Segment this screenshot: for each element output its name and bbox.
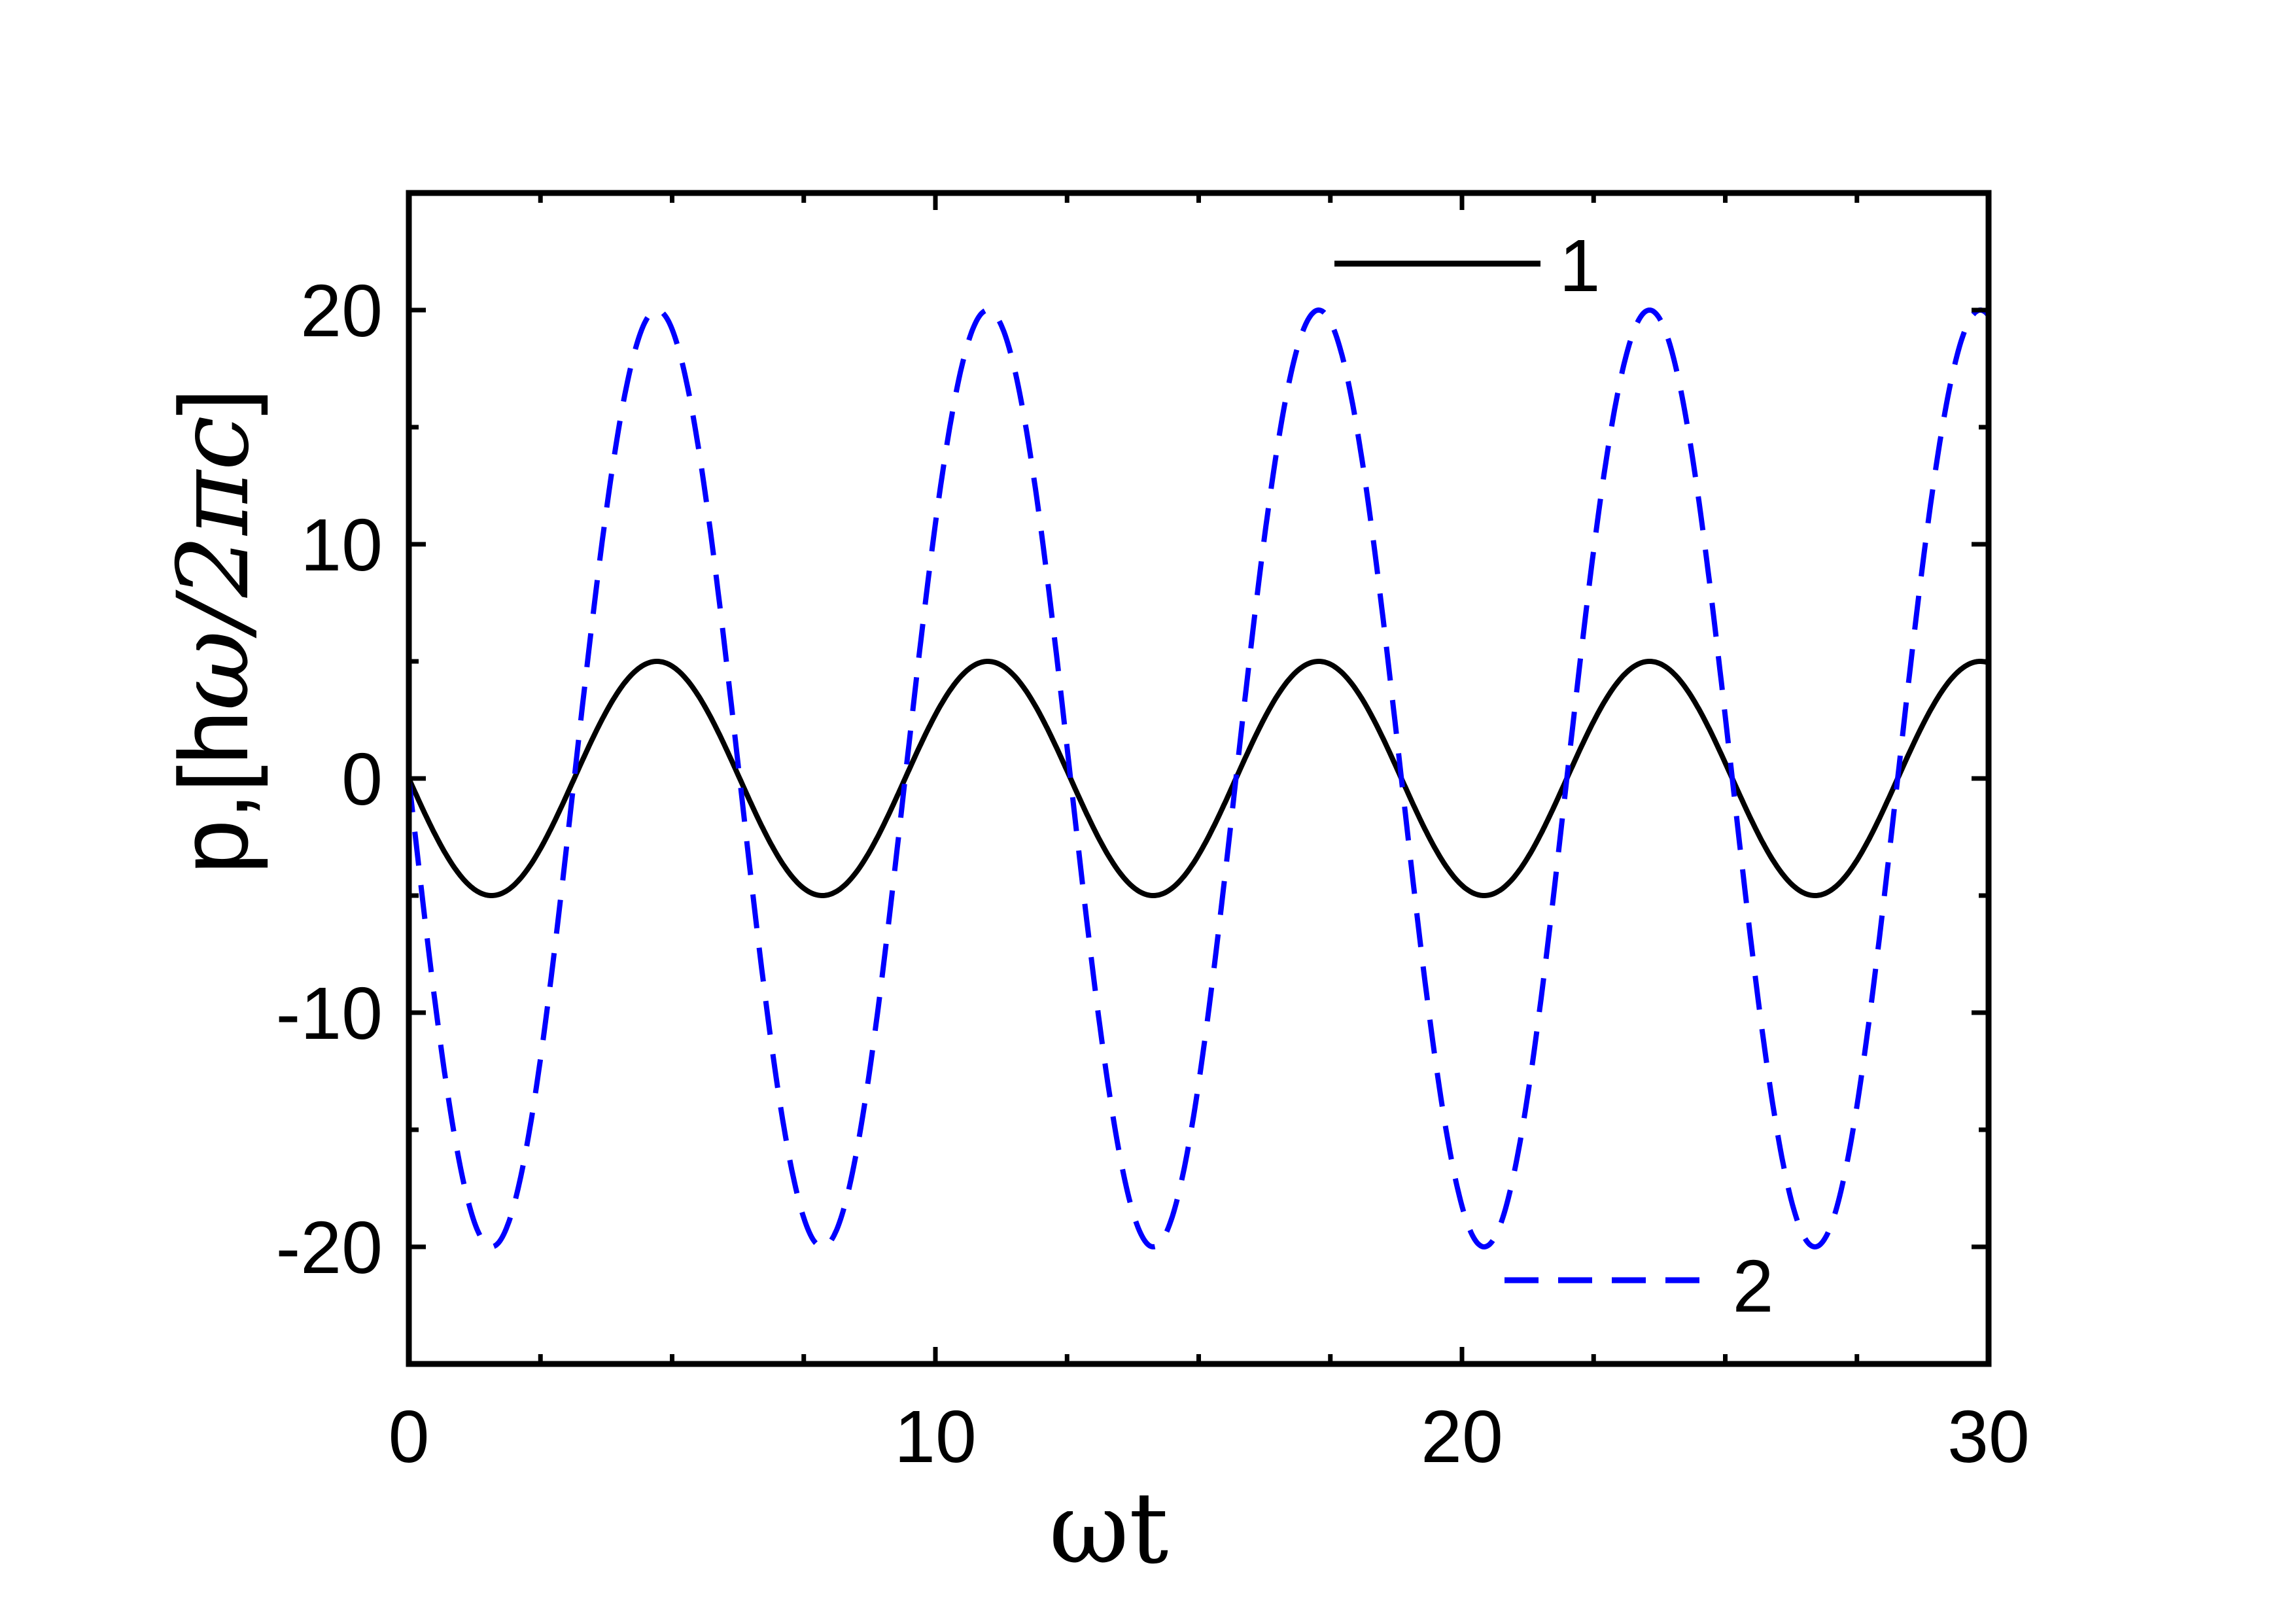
y-axis-title: p,[hω/2πc] bbox=[157, 389, 271, 875]
series-2-line bbox=[406, 307, 1991, 1249]
y-tick-label: 10 bbox=[300, 504, 383, 586]
y-axis-title-unit: ω/2πc bbox=[157, 415, 271, 710]
legend-2-label: 2 bbox=[1733, 1245, 1774, 1327]
legend-layer: 12 bbox=[1334, 224, 1773, 1327]
plot-frame bbox=[406, 190, 1992, 1367]
x-tick-label: 10 bbox=[894, 1395, 977, 1478]
series-layer bbox=[406, 307, 1991, 1249]
series-1-line bbox=[406, 659, 1990, 898]
y-tick-label: -20 bbox=[276, 1206, 383, 1289]
x-tick-label: 20 bbox=[1421, 1395, 1503, 1478]
y-tick-label: 20 bbox=[300, 270, 383, 352]
tick-layer: 0 10 20 30 -20 -10 0 10 20 bbox=[276, 190, 2030, 1478]
x-axis-title: ωt bbox=[1049, 1472, 1169, 1586]
y-tick-label: 0 bbox=[341, 738, 383, 820]
x-tick-label: 30 bbox=[1947, 1395, 2030, 1478]
legend-1-label: 1 bbox=[1559, 224, 1601, 307]
y-axis-title-prefix: p,[h bbox=[158, 710, 268, 874]
x-tick-label: 0 bbox=[389, 1395, 430, 1478]
y-tick-label: -10 bbox=[276, 972, 383, 1055]
y-axis-title-suffix: ] bbox=[158, 389, 268, 416]
